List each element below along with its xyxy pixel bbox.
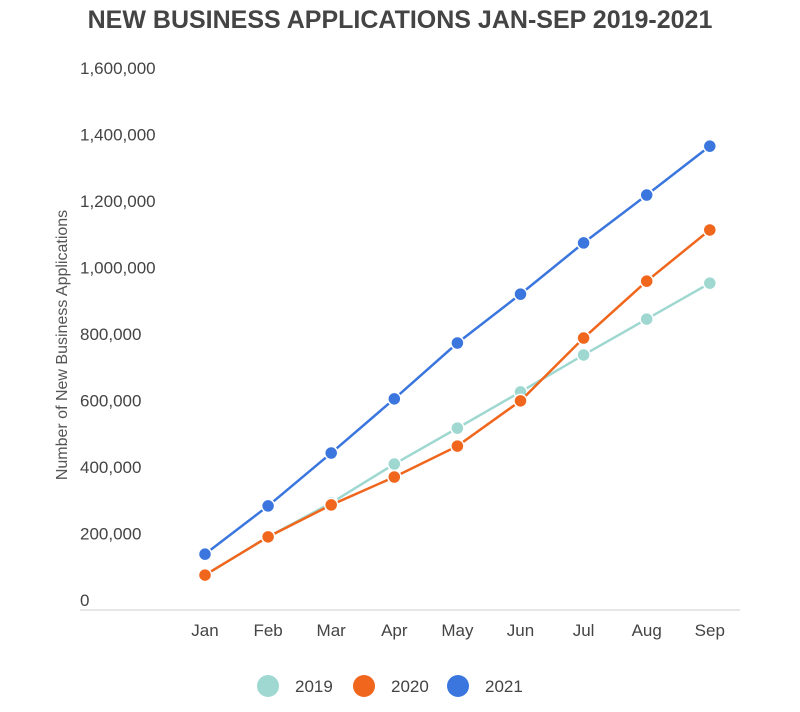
y-tick-label: 800,000 — [80, 325, 141, 344]
chart-title: NEW BUSINESS APPLICATIONS JAN-SEP 2019-2… — [87, 6, 713, 34]
y-tick-label: 0 — [80, 591, 89, 610]
legend-label: 2019 — [295, 677, 333, 696]
y-tick-label: 1,200,000 — [80, 192, 156, 211]
x-tick-label: Aug — [632, 621, 662, 640]
x-tick-label: Apr — [381, 621, 408, 640]
series-line-2020 — [204, 228, 711, 577]
data-point-2019 — [576, 347, 591, 363]
data-point-2020 — [513, 393, 528, 409]
x-tick-label: Feb — [253, 621, 282, 640]
y-tick-label: 1,400,000 — [80, 126, 156, 145]
data-point-2020 — [576, 330, 591, 346]
y-tick-label: 400,000 — [80, 458, 141, 477]
data-point-2021 — [450, 335, 465, 351]
data-point-2021 — [197, 546, 213, 562]
x-tick-label: Jun — [507, 621, 534, 640]
x-tick-label: Sep — [695, 621, 725, 640]
legend-label: 2020 — [391, 677, 429, 696]
y-tick-label: 600,000 — [80, 392, 141, 411]
data-point-2021 — [576, 235, 591, 251]
data-point-2021 — [639, 187, 654, 203]
legend-label: 2021 — [485, 677, 523, 696]
data-point-2020 — [260, 529, 276, 545]
data-point-2021 — [387, 391, 402, 407]
y-tick-label: 1,600,000 — [80, 59, 156, 78]
data-point-2020 — [197, 567, 213, 583]
legend-marker-2020 — [353, 675, 375, 697]
legend-marker-2019 — [257, 675, 279, 697]
data-point-2019 — [702, 275, 718, 291]
x-tick-label: Mar — [317, 621, 347, 640]
data-point-2021 — [702, 138, 718, 154]
x-tick-label: May — [441, 621, 474, 640]
legend-marker-2021 — [447, 675, 469, 697]
x-tick-label: Jul — [573, 621, 595, 640]
x-tick-label: Jan — [191, 621, 218, 640]
data-point-2020 — [323, 497, 339, 513]
data-point-2020 — [639, 273, 654, 289]
data-point-2021 — [513, 286, 528, 302]
y-tick-label: 200,000 — [80, 525, 141, 544]
data-point-2021 — [260, 498, 276, 514]
data-point-2020 — [387, 469, 402, 485]
data-point-2019 — [450, 420, 465, 436]
data-point-2020 — [702, 222, 718, 238]
y-axis-label: Number of New Business Applications — [54, 210, 71, 480]
y-tick-label: 1,000,000 — [80, 259, 156, 278]
data-point-2021 — [323, 445, 339, 461]
data-point-2019 — [387, 456, 402, 472]
data-point-2019 — [639, 311, 654, 327]
data-point-2020 — [450, 438, 465, 454]
